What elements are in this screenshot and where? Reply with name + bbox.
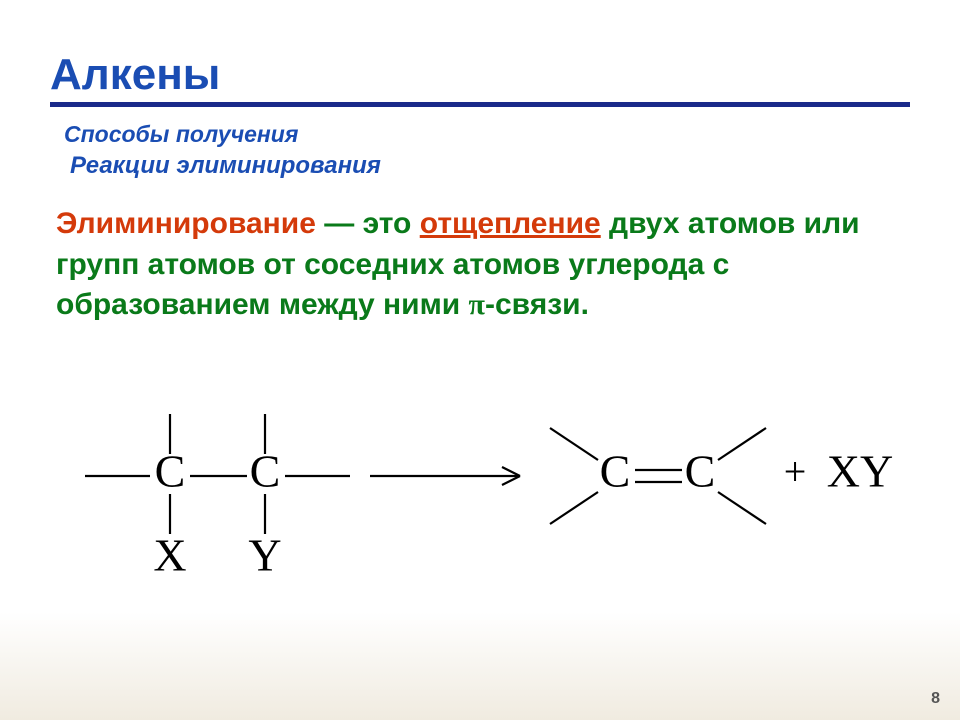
definition-term: Элиминирование <box>56 207 316 240</box>
svg-text:C: C <box>600 445 631 496</box>
reaction-diagram: CCXYCC+XY <box>50 366 910 576</box>
definition-rest2: -связи. <box>485 288 589 321</box>
definition-text: Элиминирование — это отщепление двух ато… <box>56 204 910 326</box>
definition-key: отщепление <box>420 207 601 240</box>
title-underline <box>50 102 910 107</box>
svg-text:C: C <box>685 445 716 496</box>
svg-text:XY: XY <box>827 445 893 496</box>
slide: Алкены Способы получения Реакции элимини… <box>0 0 960 720</box>
subtitle-methods: Способы получения <box>64 121 910 148</box>
reaction-svg: CCXYCC+XY <box>50 366 910 576</box>
page-number: 8 <box>931 690 940 708</box>
subtitle-reactions: Реакции элиминирования <box>70 152 910 180</box>
svg-text:C: C <box>250 445 281 496</box>
svg-text:C: C <box>155 445 186 496</box>
svg-text:Y: Y <box>248 529 281 575</box>
svg-text:X: X <box>153 529 186 575</box>
svg-text:+: + <box>784 449 807 494</box>
pi-symbol: π <box>469 288 485 321</box>
slide-title: Алкены <box>50 50 910 100</box>
definition-dash: — это <box>316 207 420 240</box>
